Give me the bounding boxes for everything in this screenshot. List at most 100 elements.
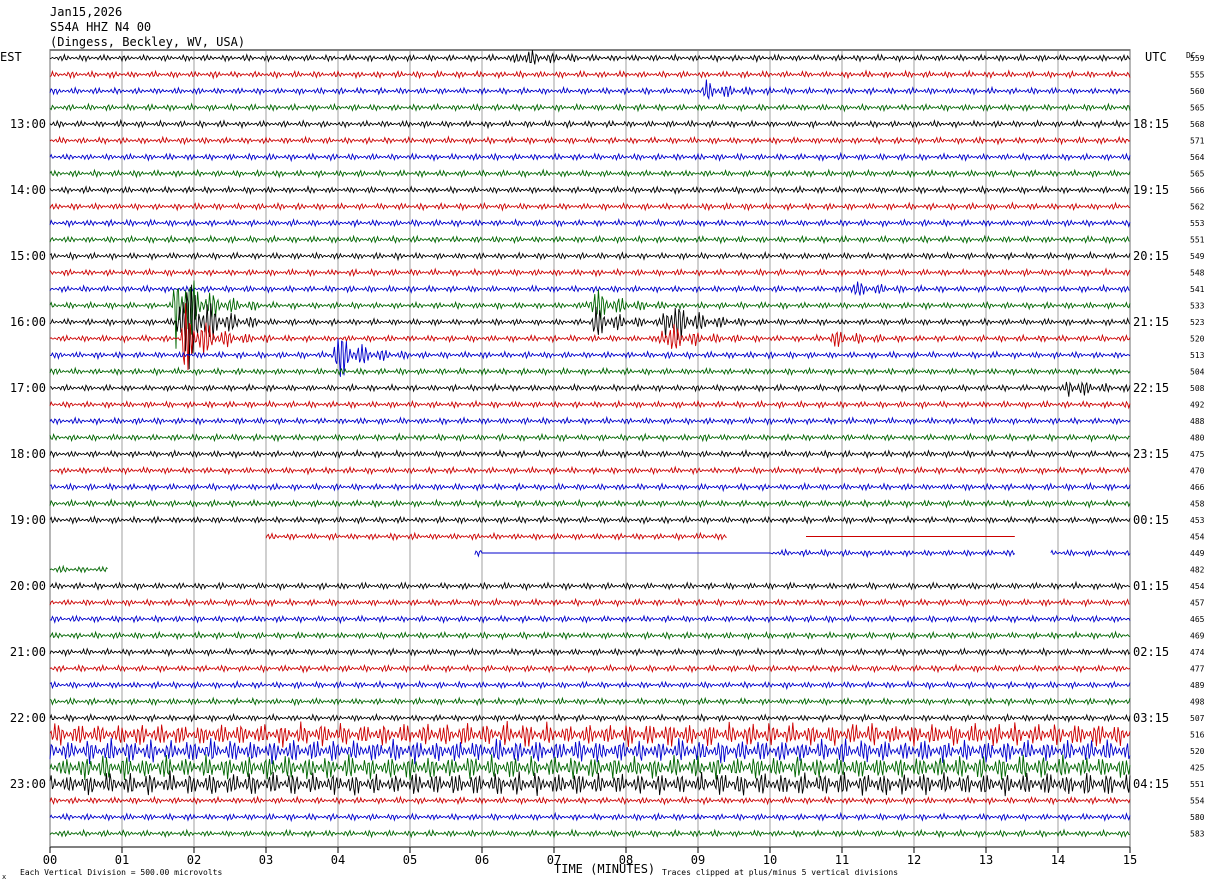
utc-hour-label: 20:15 xyxy=(1133,249,1169,263)
trace-row-14 xyxy=(49,281,1130,296)
dc-value: 580 xyxy=(1190,813,1205,822)
dc-value: 498 xyxy=(1190,698,1205,707)
dc-value: 477 xyxy=(1190,665,1205,674)
dc-value: 520 xyxy=(1190,747,1205,756)
dc-value: 549 xyxy=(1190,252,1205,261)
utc-hour-label: 21:15 xyxy=(1133,315,1169,329)
trace-row-43 xyxy=(49,754,1131,781)
x-tick-label: 04 xyxy=(331,853,345,867)
est-hour-label: 19:00 xyxy=(10,513,46,527)
trace-row-6 xyxy=(49,151,1131,163)
x-tick-label: 13 xyxy=(979,853,993,867)
trace-row-37 xyxy=(49,663,1131,674)
dc-value: 513 xyxy=(1190,351,1205,360)
trace-row-36 xyxy=(49,647,1131,658)
trace-row-30 xyxy=(474,548,1131,559)
trace-row-38 xyxy=(49,679,1131,691)
trace-row-2 xyxy=(49,79,1131,101)
dc-value: 465 xyxy=(1190,615,1205,624)
x-tick-label: 09 xyxy=(691,853,705,867)
dc-value: 469 xyxy=(1190,632,1205,641)
utc-hour-label: 22:15 xyxy=(1133,381,1169,395)
x-tick-label: 11 xyxy=(835,853,849,867)
trace-row-23 xyxy=(49,432,1131,443)
est-hour-label: 17:00 xyxy=(10,381,46,395)
trace-row-24 xyxy=(49,448,1131,460)
dc-value: 565 xyxy=(1190,104,1205,113)
est-hour-label: 23:00 xyxy=(10,777,46,791)
dc-value: 571 xyxy=(1190,137,1205,146)
utc-axis-label: UTC xyxy=(1145,50,1167,64)
x-tick-label: 05 xyxy=(403,853,417,867)
trace-row-17 xyxy=(49,303,1131,371)
trace-row-47 xyxy=(49,828,1130,839)
dc-value: 551 xyxy=(1190,236,1205,245)
dc-value: 583 xyxy=(1190,830,1205,839)
dc-value: 453 xyxy=(1190,516,1205,525)
trace-row-33 xyxy=(49,597,1131,608)
trace-row-29 xyxy=(265,531,1015,542)
dc-axis-label: DC xyxy=(1186,51,1196,60)
dc-value: 449 xyxy=(1190,549,1205,558)
dc-value: 559 xyxy=(1190,54,1205,63)
dc-value: 555 xyxy=(1190,71,1205,80)
trace-row-39 xyxy=(49,696,1131,707)
dc-value: 504 xyxy=(1190,368,1205,377)
est-hour-label: 15:00 xyxy=(10,249,46,263)
dc-value: 488 xyxy=(1190,417,1205,426)
est-hour-label: 16:00 xyxy=(10,315,46,329)
trace-row-7 xyxy=(49,168,1131,179)
est-hour-label: 20:00 xyxy=(10,579,46,593)
dc-value: 492 xyxy=(1190,401,1205,410)
est-hour-label: 18:00 xyxy=(10,447,46,461)
utc-hour-label: 04:15 xyxy=(1133,777,1169,791)
trace-row-13 xyxy=(49,267,1131,278)
dc-value: 474 xyxy=(1190,648,1205,657)
dc-value: 533 xyxy=(1190,302,1205,311)
x-tick-label: 01 xyxy=(115,853,129,867)
dc-value: 554 xyxy=(1190,797,1205,806)
trace-row-35 xyxy=(49,630,1131,641)
trace-row-9 xyxy=(49,201,1131,212)
dc-value: 564 xyxy=(1190,153,1205,162)
trace-row-40 xyxy=(49,712,1131,724)
dc-value: 520 xyxy=(1190,335,1205,344)
dc-value: 458 xyxy=(1190,500,1205,509)
dc-value: 470 xyxy=(1190,467,1205,476)
utc-hour-label: 01:15 xyxy=(1133,579,1169,593)
trace-row-1 xyxy=(49,69,1131,80)
utc-hour-label: 00:15 xyxy=(1133,513,1169,527)
est-hour-label: 22:00 xyxy=(10,711,46,725)
clip-note: Traces clipped at plus/minus 5 vertical … xyxy=(662,868,898,877)
utc-hour-label: 02:15 xyxy=(1133,645,1169,659)
dc-value: 568 xyxy=(1190,120,1205,129)
est-hour-label: 13:00 xyxy=(10,117,46,131)
trace-rows xyxy=(49,50,1131,839)
x-axis-label: TIME (MINUTES) xyxy=(554,862,655,876)
trace-row-10 xyxy=(49,217,1131,229)
dc-value: 551 xyxy=(1190,780,1205,789)
utc-hour-label: 23:15 xyxy=(1133,447,1169,461)
dc-value: 489 xyxy=(1190,681,1205,690)
x-tick-label: 10 xyxy=(763,853,777,867)
trace-row-42 xyxy=(49,737,1131,765)
dc-value: 548 xyxy=(1190,269,1205,278)
trace-row-22 xyxy=(49,415,1131,426)
trace-row-12 xyxy=(49,250,1131,262)
dc-value: 553 xyxy=(1190,219,1205,228)
trace-row-25 xyxy=(49,465,1131,476)
dc-value: 508 xyxy=(1190,384,1205,393)
utc-hour-label: 19:15 xyxy=(1133,183,1169,197)
utc-hour-label: 18:15 xyxy=(1133,117,1169,131)
header-date: Jan15,2026 xyxy=(50,5,123,19)
est-hour-label: 21:00 xyxy=(10,645,46,659)
trace-row-5 xyxy=(49,135,1131,146)
x-tick-label: 14 xyxy=(1051,853,1065,867)
x-tick-label: 12 xyxy=(907,853,921,867)
trace-row-18 xyxy=(50,338,1131,377)
dc-value: 475 xyxy=(1190,450,1205,459)
trace-row-16 xyxy=(49,284,1131,370)
est-axis-label: EST xyxy=(0,50,22,64)
vertical-division-note: Each Vertical Division = 500.00 microvol… xyxy=(20,868,222,877)
